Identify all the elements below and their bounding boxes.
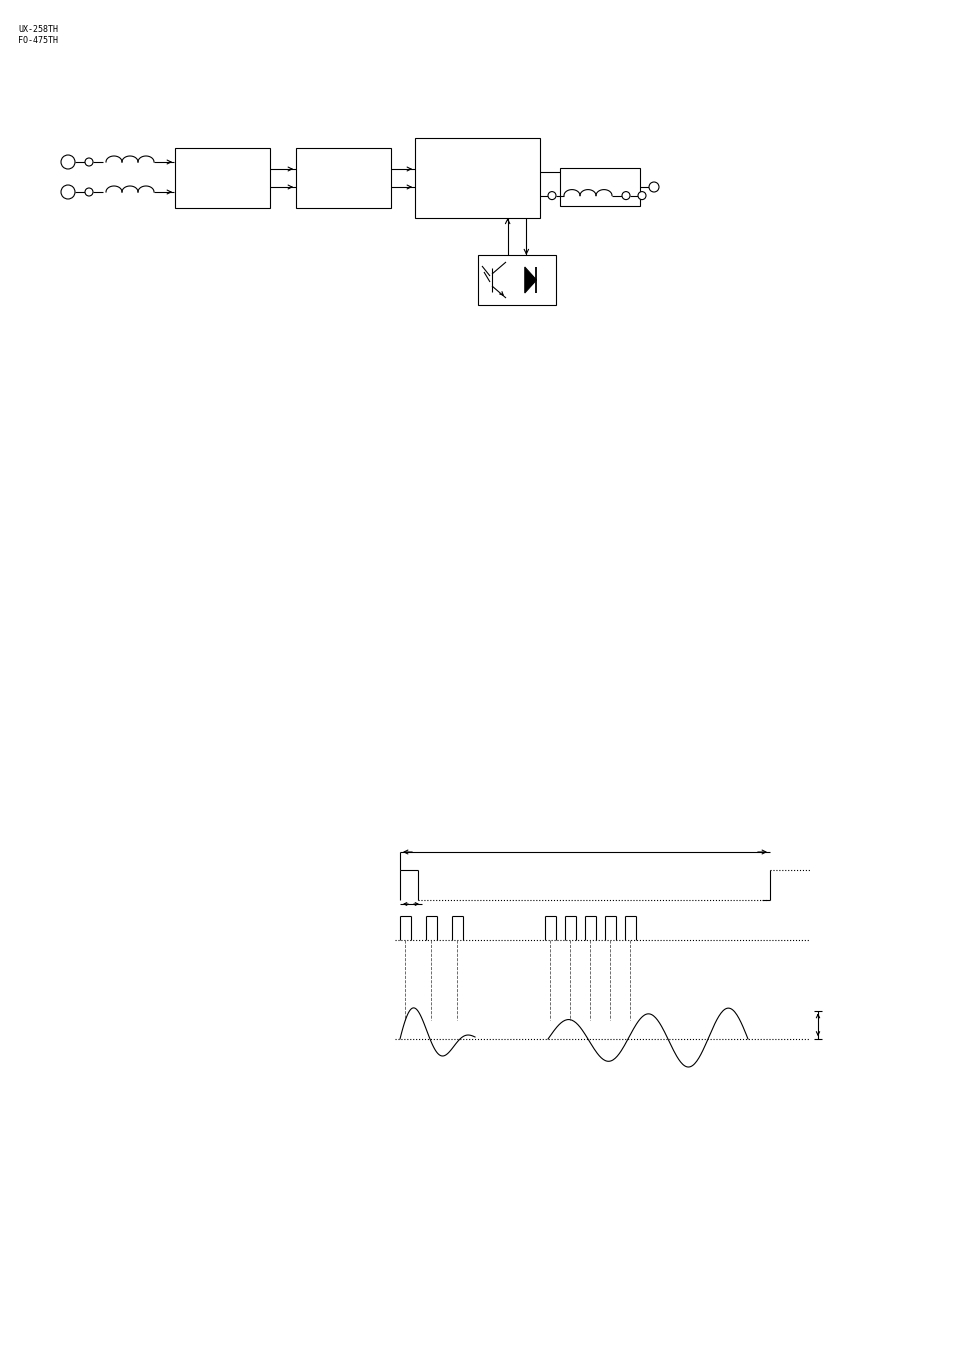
Bar (295, 149, 391, 208)
Circle shape (648, 182, 659, 192)
Circle shape (638, 192, 645, 200)
Circle shape (621, 192, 629, 200)
Bar (559, 168, 639, 205)
Circle shape (61, 185, 75, 199)
Bar (415, 138, 539, 218)
Bar (477, 255, 556, 305)
Polygon shape (524, 267, 536, 293)
Bar (174, 149, 270, 208)
Circle shape (61, 155, 75, 169)
Text: UX-258TH: UX-258TH (18, 26, 58, 34)
Circle shape (547, 192, 556, 200)
Text: FO-475TH: FO-475TH (18, 36, 58, 45)
Circle shape (85, 158, 92, 166)
Circle shape (85, 188, 92, 196)
